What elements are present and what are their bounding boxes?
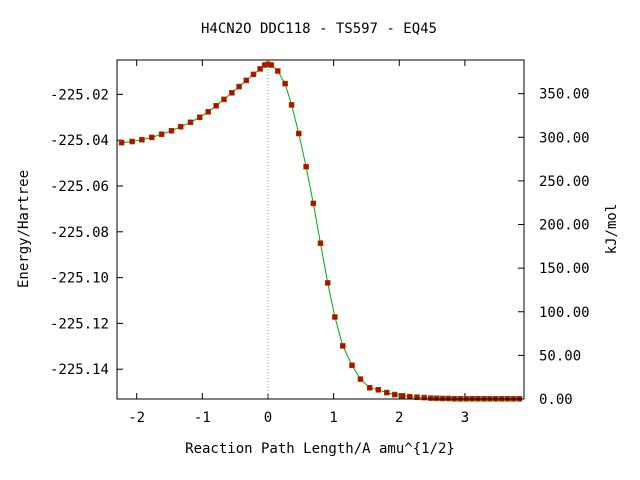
data-point xyxy=(282,80,288,87)
data-point xyxy=(427,395,434,401)
data-point xyxy=(236,83,242,90)
data-point xyxy=(149,134,155,141)
data-point xyxy=(399,392,406,399)
data-point xyxy=(177,123,184,130)
y2-tick-label: 50.00 xyxy=(539,348,581,364)
data-point xyxy=(332,314,338,320)
y-tick-label: -225.04 xyxy=(50,133,109,149)
energy-curve xyxy=(121,63,520,400)
data-point xyxy=(196,114,203,121)
y-tick-label: -225.08 xyxy=(50,225,109,241)
x-tick-label: 3 xyxy=(461,410,469,426)
data-point xyxy=(250,71,257,78)
data-point xyxy=(268,62,275,68)
data-point xyxy=(118,139,125,146)
data-point xyxy=(303,163,309,170)
y2-tick-label: 150.00 xyxy=(539,261,590,277)
data-point xyxy=(229,90,235,96)
y-tick-label: -225.14 xyxy=(50,362,109,378)
data-point xyxy=(139,136,145,143)
data-point xyxy=(158,131,165,137)
y2-tick-label: 0.00 xyxy=(539,392,573,408)
data-point xyxy=(375,386,382,393)
data-point xyxy=(421,394,428,401)
data-point xyxy=(257,66,263,72)
y-tick-label: -225.06 xyxy=(50,179,109,195)
data-point xyxy=(274,68,281,74)
y-tick-label: -225.02 xyxy=(50,87,109,103)
data-point xyxy=(310,200,317,207)
data-point xyxy=(366,384,373,391)
data-point xyxy=(406,393,413,400)
data-point xyxy=(383,389,390,396)
x-tick-label: 0 xyxy=(264,410,272,426)
data-point xyxy=(357,376,364,382)
data-point xyxy=(349,362,355,369)
data-point xyxy=(391,391,398,398)
data-point xyxy=(339,343,346,349)
data-point xyxy=(414,394,420,401)
data-point xyxy=(221,96,227,103)
x-tick-label: -2 xyxy=(128,410,145,426)
data-point xyxy=(288,102,295,108)
y2-tick-label: 350.00 xyxy=(539,87,590,103)
data-point xyxy=(187,119,194,126)
x-tick-label: 1 xyxy=(329,410,337,426)
y-axis-label: Energy/Hartree xyxy=(16,170,32,288)
chart-title: H4CN2O DDC118 - TS597 - EQ45 xyxy=(201,21,437,37)
x-tick-label: 2 xyxy=(395,410,403,426)
data-point xyxy=(295,130,302,137)
y2-tick-label: 200.00 xyxy=(539,218,590,234)
x-tick-label: -1 xyxy=(194,410,211,426)
y2-tick-label: 250.00 xyxy=(539,174,590,190)
data-point xyxy=(168,128,175,134)
data-point xyxy=(324,280,331,286)
y2-tick-label: 300.00 xyxy=(539,130,590,146)
data-points xyxy=(118,61,523,402)
x-axis-label: Reaction Path Length/A amu^{1/2} xyxy=(185,441,455,457)
y2-axis-label: kJ/mol xyxy=(604,204,620,255)
y2-tick-label: 100.00 xyxy=(539,305,590,321)
y-tick-label: -225.10 xyxy=(50,271,109,287)
data-point xyxy=(129,138,135,145)
data-point xyxy=(205,109,211,115)
data-point xyxy=(243,77,250,84)
data-point xyxy=(433,395,440,402)
axis-ticks: -2 -1 0 1 2 3 -225.02 -225.04 -225.06 -225.08 -225… xyxy=(50,60,590,426)
data-point xyxy=(213,103,219,109)
data-point xyxy=(317,240,324,246)
y-tick-label: -225.12 xyxy=(50,316,109,332)
plot-frame xyxy=(116,59,525,400)
